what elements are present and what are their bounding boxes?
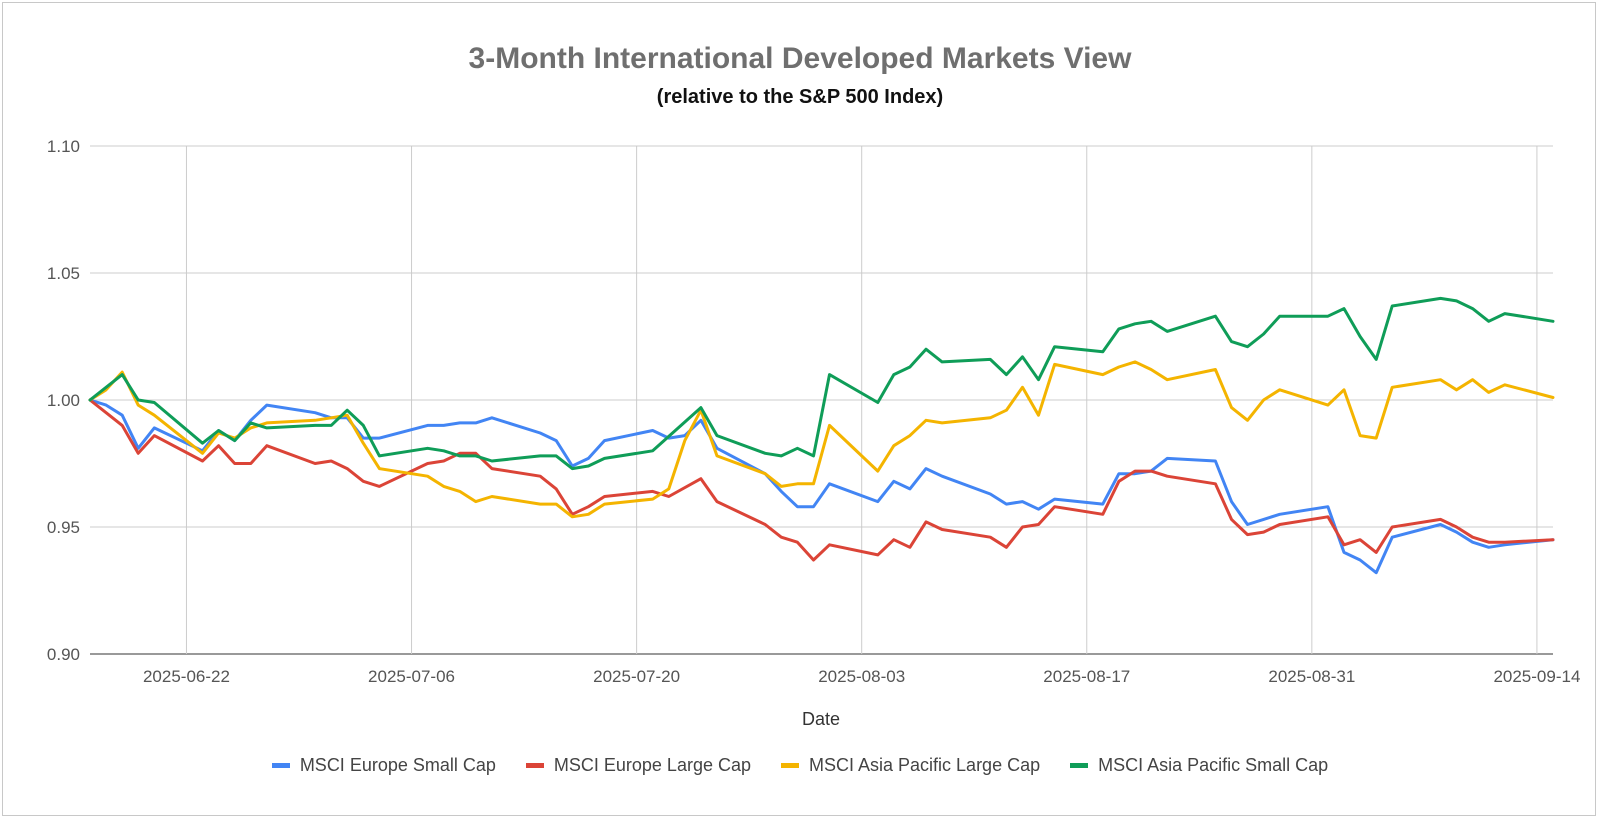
y-tick-label: 0.90 (47, 645, 80, 664)
legend-item[interactable]: MSCI Europe Small Cap (271, 755, 496, 776)
x-axis-label: Date (802, 709, 840, 729)
legend-swatch (525, 763, 544, 768)
y-tick-label: 0.95 (47, 518, 80, 537)
legend-label: MSCI Europe Large Cap (553, 755, 751, 775)
legend-item[interactable]: MSCI Asia Pacific Large Cap (781, 755, 1040, 776)
legend-item[interactable]: MSCI Europe Large Cap (525, 755, 751, 776)
legend-label: MSCI Europe Small Cap (299, 755, 496, 775)
legend-swatch (271, 763, 290, 768)
y-axis: 0.90 0.95 1.00 1.05 1.10 (47, 137, 80, 664)
x-tick-label: 2025-07-06 (368, 667, 455, 686)
x-axis: 2025-06-22 2025-07-06 2025-07-20 2025-08-03… (143, 667, 1580, 686)
x-tick-label: 2025-08-17 (1043, 667, 1130, 686)
chart-title: 3-Month International Developed Markets … (468, 42, 1132, 75)
legend-swatch (781, 763, 799, 768)
series-line-2 (88, 360, 1555, 519)
x-tick-label: 2025-08-03 (818, 667, 905, 686)
series-line-1 (88, 398, 1555, 562)
x-tick-label: 2025-07-20 (593, 667, 680, 686)
y-tick-label: 1.10 (47, 137, 80, 156)
series-line-3 (88, 296, 1555, 471)
grid-layer (90, 145, 1553, 655)
legend-swatch (1070, 763, 1089, 768)
y-tick-label: 1.00 (47, 391, 80, 410)
legend-label: MSCI Asia Pacific Large Cap (809, 755, 1041, 775)
series-layer (88, 296, 1555, 575)
line-chart: 0.90 0.95 1.00 1.05 1.10 2025-06-22 2025-07-0… (47, 137, 1581, 729)
x-tick-label: 2025-06-22 (143, 667, 230, 686)
legend: MSCI Europe Small Cap MSCI Europe Large C… (0, 755, 1600, 776)
legend-item[interactable]: MSCI Asia Pacific Small Cap (1070, 755, 1328, 776)
x-tick-label: 2025-09-14 (1493, 667, 1580, 686)
x-tick-label: 2025-08-31 (1268, 667, 1355, 686)
legend-label: MSCI Asia Pacific Small Cap (1098, 755, 1329, 775)
y-tick-label: 1.05 (47, 264, 80, 283)
chart-subtitle: (relative to the S&P 500 Index) (656, 86, 944, 108)
